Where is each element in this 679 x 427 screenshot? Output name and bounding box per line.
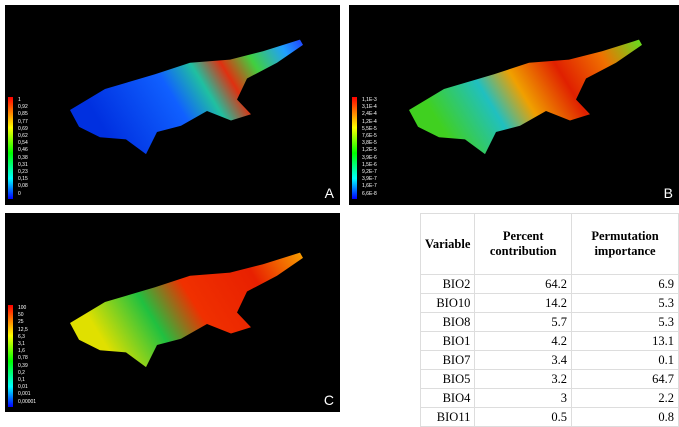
panel-label: B	[664, 185, 673, 201]
table-cell: BIO5	[421, 370, 475, 389]
table-cell: 3	[475, 389, 572, 408]
legend-label: 3,9E-7	[362, 176, 377, 183]
table-cell: BIO7	[421, 351, 475, 370]
legend-label: 0,00001	[18, 399, 36, 406]
table-cell: 0.5	[475, 408, 572, 427]
legend-label: 3,8E-5	[362, 140, 377, 147]
legend-label: 0,15	[18, 176, 28, 183]
table-cell: BIO1	[421, 332, 475, 351]
panel-label: A	[325, 185, 334, 201]
page: {"panels": [ {"label": "A", "legend": ["…	[0, 0, 679, 412]
map	[5, 213, 340, 412]
legend-label: 6,6E-8	[362, 191, 377, 198]
legend-label: 100	[18, 305, 36, 312]
legend-label: 0,2	[18, 370, 36, 377]
legend-label: 12,5	[18, 327, 36, 334]
legend-label: 0,92	[18, 104, 28, 111]
map	[5, 5, 340, 205]
legend-label: 3,1	[18, 341, 36, 348]
legend-label: 0,62	[18, 133, 28, 140]
legend-label: 1,2E-4	[362, 119, 377, 126]
legend-label: 7,6E-5	[362, 133, 377, 140]
legend-label: 2,4E-4	[362, 111, 377, 118]
table-cell: 3.4	[475, 351, 572, 370]
table-cell: 14.2	[475, 294, 572, 313]
legend-label: 50	[18, 312, 36, 319]
legend-label: 0,08	[18, 183, 28, 190]
legend-label: 0,1	[18, 377, 36, 384]
legend-label: 0,69	[18, 126, 28, 133]
panel-label: C	[324, 392, 334, 408]
legend-label: 25	[18, 319, 36, 326]
island	[70, 253, 303, 367]
legend-label: 1,6E-7	[362, 183, 377, 190]
legend-label: 1,5E-6	[362, 162, 377, 169]
legend-label: 0,46	[18, 147, 28, 154]
legend-label: 6,3	[18, 334, 36, 341]
table-cell: BIO8	[421, 313, 475, 332]
legend-bar	[8, 97, 13, 199]
table-cell: 0.8	[571, 408, 678, 427]
legend-bar	[8, 305, 13, 407]
table-cell: 64.2	[475, 275, 572, 294]
legend-label: 0,23	[18, 169, 28, 176]
legend-label: 3,9E-6	[362, 155, 377, 162]
header-cell: Percent contribution	[475, 214, 572, 275]
island	[409, 40, 642, 154]
map	[349, 5, 679, 205]
legend-label: 0,01	[18, 384, 36, 391]
table-cell: 3.2	[475, 370, 572, 389]
island	[70, 40, 303, 154]
legend-bar	[352, 97, 357, 199]
table-cell: BIO10	[421, 294, 475, 313]
legend-label: 0,31	[18, 162, 28, 169]
legend-label: 0,78	[18, 355, 36, 362]
table-cell: BIO2	[421, 275, 475, 294]
legend-label: 1,6	[18, 348, 36, 355]
table-cell: 5.3	[571, 294, 678, 313]
table-cell: 4.2	[475, 332, 572, 351]
legend-label: 0,77	[18, 119, 28, 126]
legend-label: 0,38	[18, 155, 28, 162]
table-cell: 5.7	[475, 313, 572, 332]
table-cell: BIO4	[421, 389, 475, 408]
legend-label: 0,39	[18, 363, 36, 370]
legend-label: 0,85	[18, 111, 28, 118]
header-cell: Permutation importance	[571, 214, 678, 275]
legend-label: 9,2E-7	[362, 169, 377, 176]
legend-label: 1,2E-5	[362, 147, 377, 154]
legend-label: 3,1E-4	[362, 104, 377, 111]
table-cell: 5.3	[571, 313, 678, 332]
table-cell: 2.2	[571, 389, 678, 408]
legend-label: 0,001	[18, 391, 36, 398]
table-cell: 13.1	[571, 332, 678, 351]
legend-label: 5,5E-5	[362, 126, 377, 133]
table-cell: 0.1	[571, 351, 678, 370]
table-cell: 6.9	[571, 275, 678, 294]
legend-label: 0,54	[18, 140, 28, 147]
table-cell: BIO11	[421, 408, 475, 427]
legend-label: 1,1E-3	[362, 97, 377, 104]
legend-label: 0	[18, 191, 28, 198]
legend-label: 1	[18, 97, 28, 104]
header-cell: Variable	[421, 214, 475, 275]
table-cell: 64.7	[571, 370, 678, 389]
